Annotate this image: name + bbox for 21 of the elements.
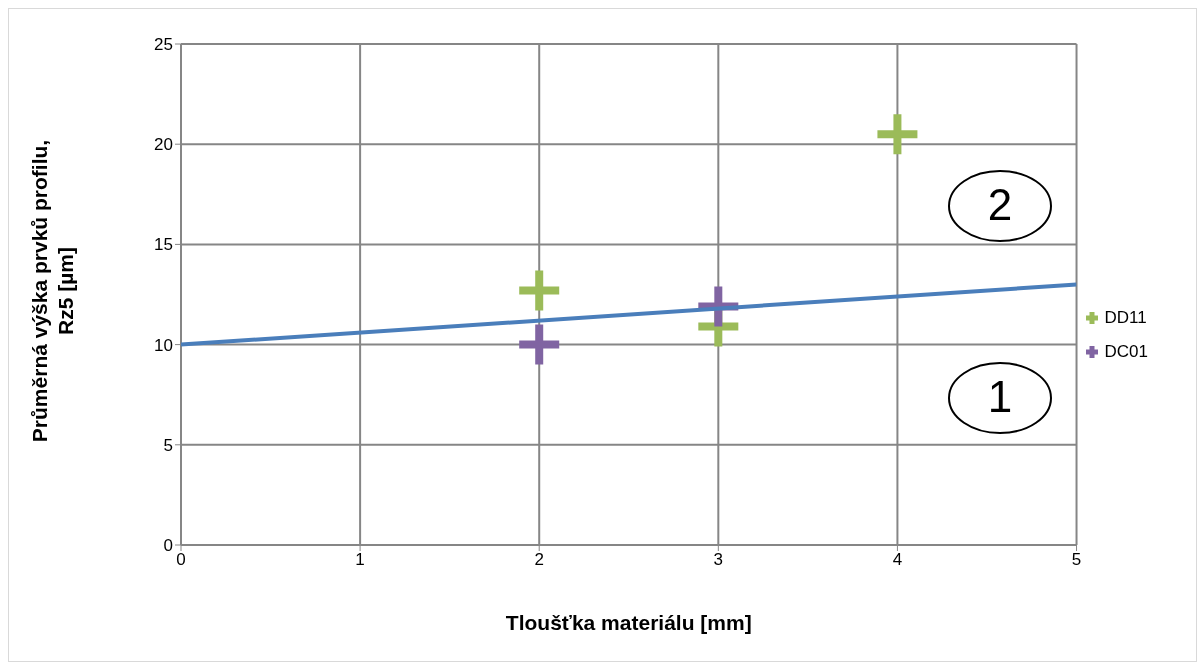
x-tick-label: 2 bbox=[534, 550, 544, 570]
x-tick-label: 3 bbox=[713, 550, 724, 570]
x-tick-label: 4 bbox=[892, 550, 903, 570]
legend-label: DD11 bbox=[1104, 308, 1147, 328]
point bbox=[519, 270, 560, 311]
y-tick-label: 10 bbox=[154, 335, 173, 355]
x-tick-label: 5 bbox=[1071, 550, 1082, 570]
y-tick-label: 25 bbox=[154, 35, 173, 55]
y-tick-label: 0 bbox=[163, 536, 173, 556]
legend-label: DC01 bbox=[1104, 342, 1148, 362]
point bbox=[519, 324, 560, 365]
x-axis-title: Tloušťka materiálu [mm] bbox=[505, 611, 752, 634]
x-tick-label: 0 bbox=[176, 550, 186, 570]
annotation: 1 bbox=[986, 371, 1014, 423]
point bbox=[877, 114, 918, 155]
y-tick-label: 15 bbox=[154, 235, 173, 255]
y-tick-label: 20 bbox=[154, 135, 173, 155]
annotation: 2 bbox=[986, 179, 1014, 231]
x-tick-label: 1 bbox=[355, 550, 365, 570]
y-axis-title: Průměrná výška prvků profilu, Rz5 [µm] bbox=[27, 138, 78, 445]
y-tick-label: 5 bbox=[163, 435, 173, 455]
